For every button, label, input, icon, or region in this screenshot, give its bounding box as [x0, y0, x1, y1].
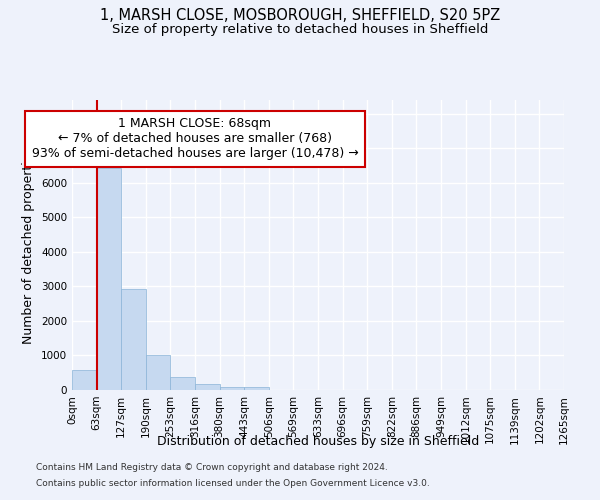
Text: Contains public sector information licensed under the Open Government Licence v3: Contains public sector information licen… — [36, 478, 430, 488]
Bar — [97, 168, 121, 390]
Bar — [220, 386, 244, 390]
Text: 1, MARSH CLOSE, MOSBOROUGH, SHEFFIELD, S20 5PZ: 1, MARSH CLOSE, MOSBOROUGH, SHEFFIELD, S… — [100, 8, 500, 22]
Text: 1 MARSH CLOSE: 68sqm
← 7% of detached houses are smaller (768)
93% of semi-detac: 1 MARSH CLOSE: 68sqm ← 7% of detached ho… — [32, 118, 358, 160]
Y-axis label: Number of detached properties: Number of detached properties — [22, 146, 35, 344]
Text: Distribution of detached houses by size in Sheffield: Distribution of detached houses by size … — [157, 435, 479, 448]
Bar — [170, 377, 195, 390]
Text: Size of property relative to detached houses in Sheffield: Size of property relative to detached ho… — [112, 22, 488, 36]
Bar — [244, 387, 269, 390]
Bar — [146, 356, 170, 390]
Bar — [121, 289, 146, 390]
Text: Contains HM Land Registry data © Crown copyright and database right 2024.: Contains HM Land Registry data © Crown c… — [36, 464, 388, 472]
Bar — [195, 384, 220, 390]
Bar — [72, 370, 97, 390]
